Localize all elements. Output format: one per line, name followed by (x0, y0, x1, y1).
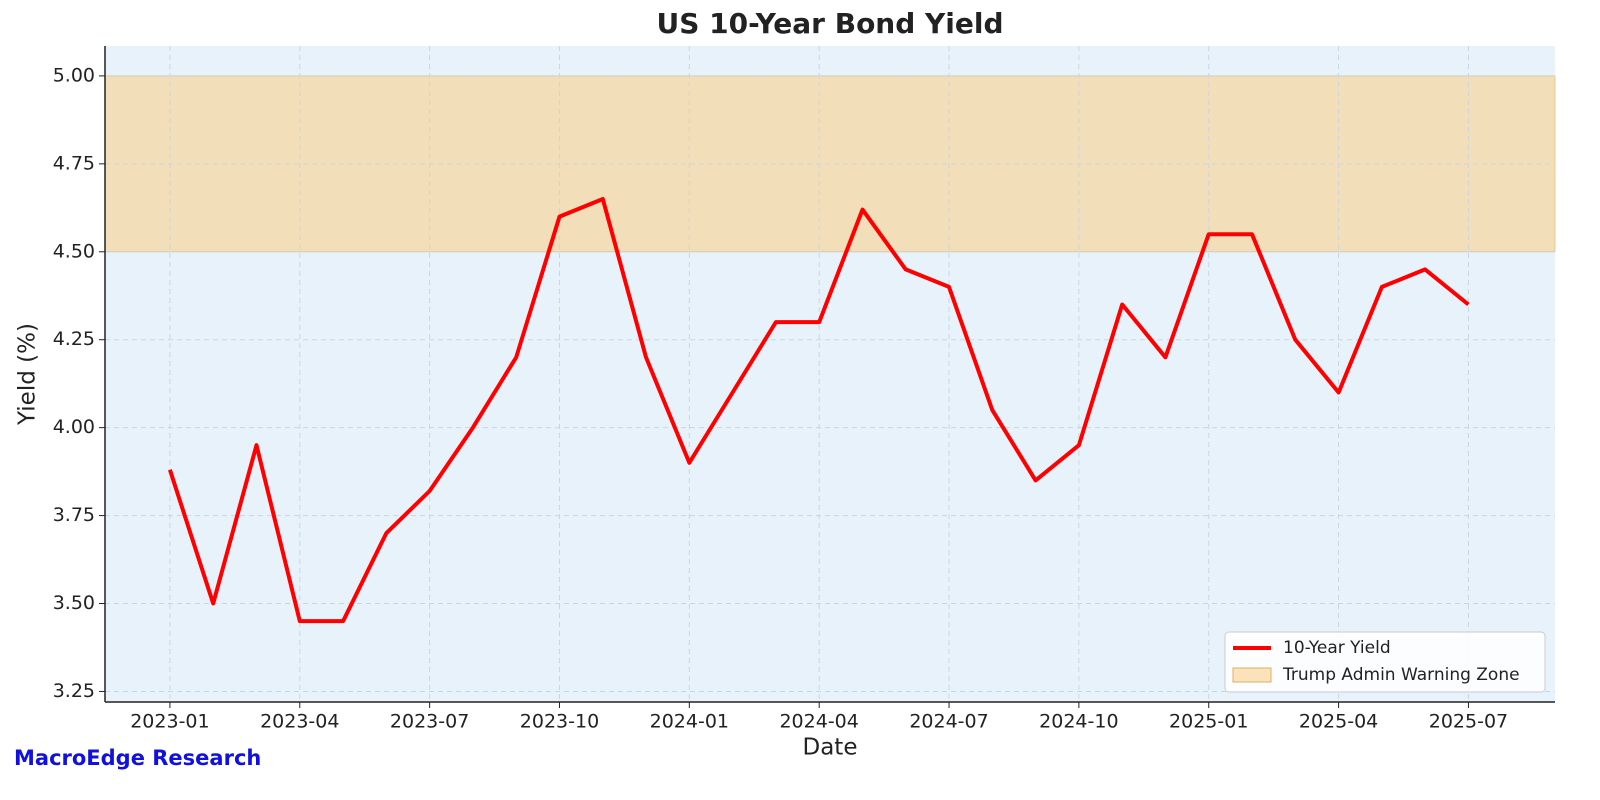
footer: MacroEdge Research (14, 746, 261, 770)
x-tick-label: 2023-10 (520, 711, 599, 733)
y-tick-label: 5.00 (53, 64, 95, 86)
legend: 10-Year Yield Trump Admin Warning Zone (1224, 631, 1546, 693)
x-tick-label: 2024-07 (909, 711, 988, 733)
legend-box (1224, 631, 1546, 693)
x-tick-label: 2024-04 (779, 711, 858, 733)
y-tick-label: 4.25 (53, 328, 95, 350)
legend-swatch (1232, 667, 1272, 683)
x-tick-label: 2024-01 (650, 711, 729, 733)
y-tick-label: 3.75 (53, 504, 95, 526)
legend-label: 10-Year Yield (1283, 638, 1391, 658)
x-tick-label: 2023-01 (130, 711, 209, 733)
x-tick-label: 2025-01 (1169, 711, 1248, 733)
x-tick-label: 2023-04 (260, 711, 339, 733)
y-tick-label: 4.75 (53, 152, 95, 174)
yield-line (167, 197, 1470, 624)
y-tick-label: 3.25 (53, 680, 95, 702)
x-tick-label: 2025-04 (1299, 711, 1378, 733)
chart-title: US 10-Year Bond Yield (656, 7, 1003, 40)
y-tick-label: 4.00 (53, 416, 95, 438)
x-axis-label: Date (803, 735, 858, 761)
x-tick-label: 2023-07 (390, 711, 469, 733)
y-tick-label: 3.50 (53, 592, 95, 614)
y-tick-label: 4.50 (53, 240, 95, 262)
x-tick-label: 2024-10 (1039, 711, 1118, 733)
x-tick-label: 2025-07 (1429, 711, 1508, 733)
legend-label: Trump Admin Warning Zone (1282, 665, 1520, 685)
y-axis-label: Yield (%) (15, 323, 41, 426)
